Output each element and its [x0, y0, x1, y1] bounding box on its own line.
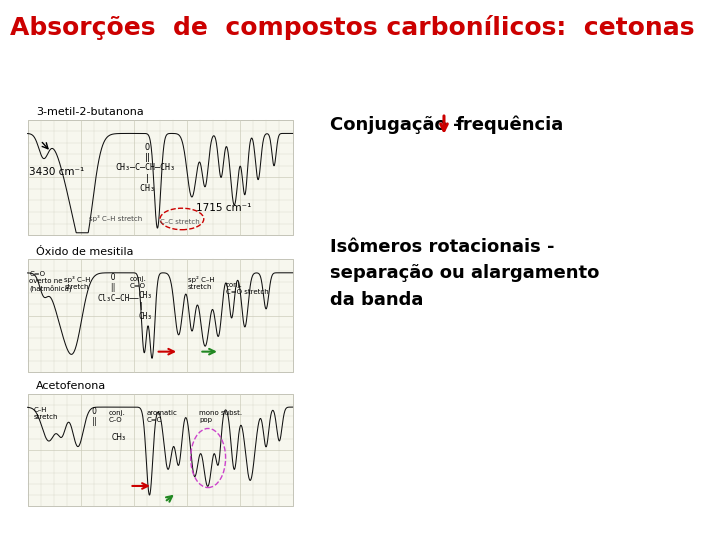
Text: Isômeros rotacionais -
separação ou alargamento
da banda: Isômeros rotacionais - separação ou alar…	[330, 238, 600, 308]
Bar	[27, 394, 292, 507]
Bar	[27, 259, 292, 372]
Text: conj.
C=O stretch: conj. C=O stretch	[225, 282, 269, 295]
Text: aromatic
C=C: aromatic C=C	[147, 410, 178, 423]
Text: sp² C–H
stretch: sp² C–H stretch	[188, 276, 215, 290]
Text: Acetofenona: Acetofenona	[36, 381, 107, 391]
Text: conj.
C–O: conj. C–O	[109, 410, 126, 423]
Text: sp³ C–H
stretch: sp³ C–H stretch	[64, 276, 91, 290]
Text: sp³ C–H stretch: sp³ C–H stretch	[89, 215, 142, 221]
Text: Óxido de mesitila: Óxido de mesitila	[36, 247, 134, 256]
Text: 3430 cm⁻¹: 3430 cm⁻¹	[30, 166, 84, 177]
Text: C–H
stretch: C–H stretch	[33, 407, 58, 420]
Text: Conjugação -: Conjugação -	[330, 116, 467, 134]
Text: CH₃: CH₃	[112, 433, 126, 442]
Bar	[27, 119, 292, 235]
Text: conj.
C=O: conj. C=O	[130, 276, 146, 289]
Text: O
      ‖
CH₃–C–CH–CH₃
      |
     CH₃: O ‖ CH₃–C–CH–CH₃ | CH₃	[115, 143, 175, 193]
Text: frequência: frequência	[456, 116, 564, 134]
Text: C=O
overto ne
(hatmônica): C=O overto ne (hatmônica)	[30, 271, 72, 292]
Text: 3-metil-2-butanona: 3-metil-2-butanona	[36, 107, 144, 117]
Text: mono subst.
pop: mono subst. pop	[199, 410, 243, 423]
Text: CH₃
∣
CH₃: CH₃ ∣ CH₃	[138, 291, 152, 321]
Text: C–C stretch: C–C stretch	[161, 219, 200, 225]
Text: Absorções  de  compostos carbonílicos:  cetonas: Absorções de compostos carbonílicos: cet…	[10, 15, 695, 40]
Text: O
   ‖
Cl₃C–CH––: O ‖ Cl₃C–CH––	[97, 273, 139, 302]
Text: O
  ‖: O ‖	[83, 407, 96, 427]
Text: 1715 cm⁻¹: 1715 cm⁻¹	[197, 202, 252, 213]
